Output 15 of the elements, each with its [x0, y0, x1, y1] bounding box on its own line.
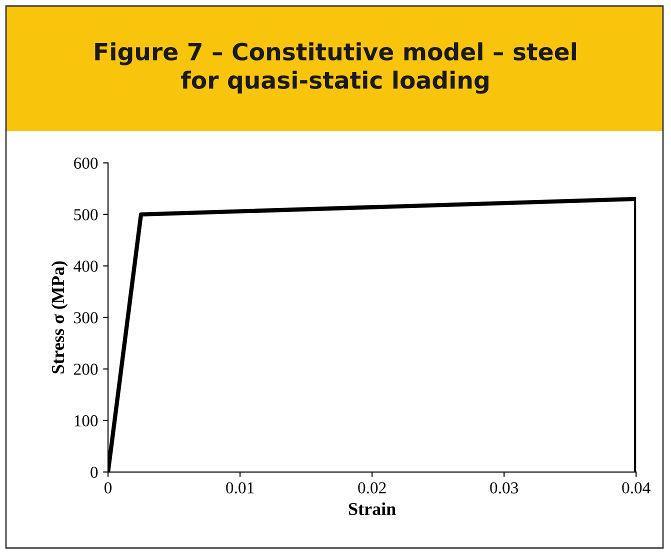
- y-tick-label: 300: [74, 312, 98, 324]
- x-axis-title: Strain: [348, 502, 396, 516]
- x-tick-label: 0.03: [490, 482, 518, 494]
- x-tick-label: 0.02: [358, 482, 386, 494]
- y-tick-label: 400: [74, 260, 98, 272]
- y-tick-label: 100: [74, 415, 98, 426]
- y-tick-label: 500: [74, 209, 98, 220]
- y-tick-label: 0: [90, 466, 98, 478]
- chart-title: Figure 7 – Constitutive model – steel for quasi-static loading: [95, 42, 576, 94]
- y-tick-label: 600: [74, 158, 98, 169]
- x-tick-label: 0: [104, 482, 112, 494]
- y-tick-label: 200: [74, 364, 98, 375]
- x-tick-label: 0.01: [226, 482, 254, 494]
- y-axis-title: Stress σ (MPa): [51, 261, 68, 374]
- x-tick-label: 0.04: [622, 482, 650, 494]
